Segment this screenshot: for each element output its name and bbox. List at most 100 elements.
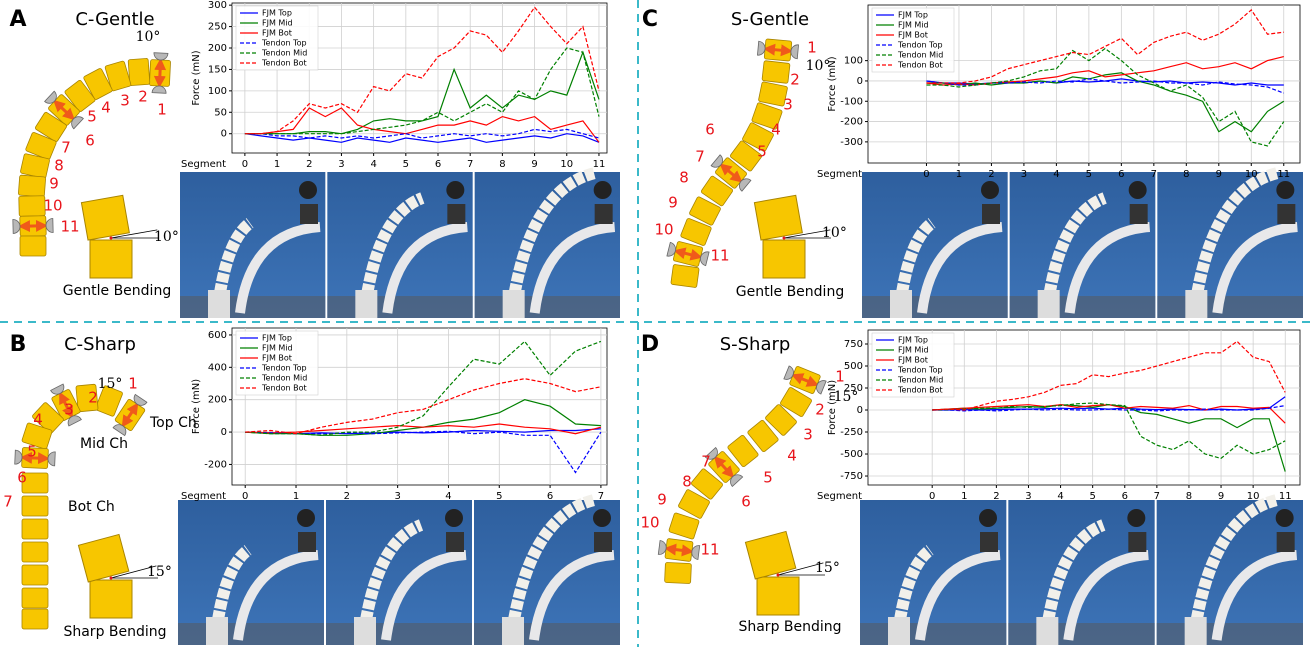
photo xyxy=(327,172,473,318)
mount xyxy=(1276,532,1295,552)
base xyxy=(502,290,525,318)
robot xyxy=(360,519,424,622)
legend-label: Tendon Mid xyxy=(261,49,307,58)
segment-block xyxy=(747,420,779,452)
base xyxy=(890,290,912,318)
y-tick-label: 600 xyxy=(208,330,227,341)
x-tick-label: 5 xyxy=(1089,491,1095,502)
x-tick-label: 1 xyxy=(293,491,299,502)
y-axis-label: Force (mN) xyxy=(827,56,838,111)
segment-label: 2 xyxy=(815,401,825,419)
segment-label: 8 xyxy=(679,169,689,187)
legend-label: Tendon Top xyxy=(261,39,307,48)
force-arrow xyxy=(673,247,703,261)
force-arrow xyxy=(664,543,694,557)
force-arrow xyxy=(59,391,73,419)
segment-label: 5 xyxy=(763,469,773,487)
angle-line xyxy=(783,229,831,239)
x-tick-label: 11 xyxy=(1277,169,1290,180)
y-axis-label: Force (mN) xyxy=(191,50,202,105)
gripper xyxy=(45,218,54,233)
segment-label: 7 xyxy=(701,453,711,471)
frame xyxy=(1211,550,1298,641)
y-tick-label: 0 xyxy=(857,405,863,416)
base xyxy=(1185,290,1208,318)
segment-block xyxy=(664,562,692,584)
inset-angle: 15° xyxy=(147,564,172,580)
segment-block xyxy=(95,385,123,417)
segment-block xyxy=(21,564,49,586)
segment-block xyxy=(691,468,723,500)
base xyxy=(206,617,228,645)
gripper xyxy=(47,451,56,467)
gripper xyxy=(657,540,667,555)
segment-block xyxy=(670,264,700,288)
x-tick-label: 0 xyxy=(242,491,248,502)
segment-label: 7 xyxy=(3,493,13,511)
series-line xyxy=(245,423,602,435)
segment-label: 7 xyxy=(61,139,71,157)
y-tick-label: 250 xyxy=(844,383,863,394)
panel-letter: A xyxy=(9,7,26,32)
gripper xyxy=(71,116,84,130)
table xyxy=(1008,623,1155,645)
table xyxy=(1157,296,1303,318)
segment-label: 9 xyxy=(49,175,59,193)
x-tick-label: 1 xyxy=(956,169,962,180)
y-tick-label: -750 xyxy=(840,471,863,482)
segment-label: 4 xyxy=(787,447,797,465)
caption: Gentle Bending xyxy=(63,283,171,299)
x-tick-label: 3 xyxy=(1025,491,1031,502)
x-axis-label: Segment xyxy=(181,491,226,502)
segment-label: 4 xyxy=(101,99,111,117)
x-tick-label: 10 xyxy=(1245,169,1258,180)
y-tick-label: 0 xyxy=(221,129,227,140)
y-tick-label: -250 xyxy=(840,427,863,438)
gripper xyxy=(790,44,799,60)
bend-angle: 15° xyxy=(834,389,859,405)
segment-label: 1 xyxy=(128,375,138,393)
segment-label: 2 xyxy=(138,88,148,106)
segment-label: 4 xyxy=(33,411,43,429)
base xyxy=(1037,290,1060,318)
motor xyxy=(297,509,315,527)
legend-label: Tendon Bot xyxy=(897,386,943,395)
table xyxy=(474,623,620,645)
legend-label: FJM Mid xyxy=(898,21,929,30)
mount xyxy=(1277,204,1296,224)
x-tick-label: 10 xyxy=(1247,491,1260,502)
caption: Gentle Bending xyxy=(736,284,844,300)
robot xyxy=(1190,494,1279,622)
frame xyxy=(381,550,467,641)
x-tick-label: 7 xyxy=(1151,169,1157,180)
y-tick-label: 300 xyxy=(208,0,227,11)
robot xyxy=(508,167,597,295)
series-line xyxy=(932,340,1286,411)
pivot xyxy=(109,236,113,240)
segment-block xyxy=(689,196,721,226)
frame xyxy=(382,222,468,314)
segment-block xyxy=(21,587,49,609)
x-tick-label: 8 xyxy=(1186,491,1192,502)
y-tick-label: 500 xyxy=(844,361,863,372)
caption: Sharp Bending xyxy=(63,624,166,640)
x-tick-label: 9 xyxy=(531,159,537,170)
legend-label: FJM Top xyxy=(898,11,928,20)
legend-label: Tendon Bot xyxy=(261,59,307,68)
inset-angle: 10° xyxy=(822,225,847,241)
motor xyxy=(593,181,612,199)
legend xyxy=(871,332,955,398)
legend-label: FJM Bot xyxy=(262,354,292,363)
gripper xyxy=(710,154,723,168)
x-tick-label: 4 xyxy=(370,159,376,170)
x-tick-label: 5 xyxy=(1086,169,1092,180)
frame xyxy=(917,222,1003,314)
frame xyxy=(1063,550,1149,641)
gripper xyxy=(704,446,718,460)
x-tick-label: 2 xyxy=(344,491,350,502)
x-tick-label: 6 xyxy=(1122,491,1128,502)
x-tick-label: 4 xyxy=(1053,169,1059,180)
legend-label: FJM Bot xyxy=(898,356,928,365)
table xyxy=(862,296,1008,318)
